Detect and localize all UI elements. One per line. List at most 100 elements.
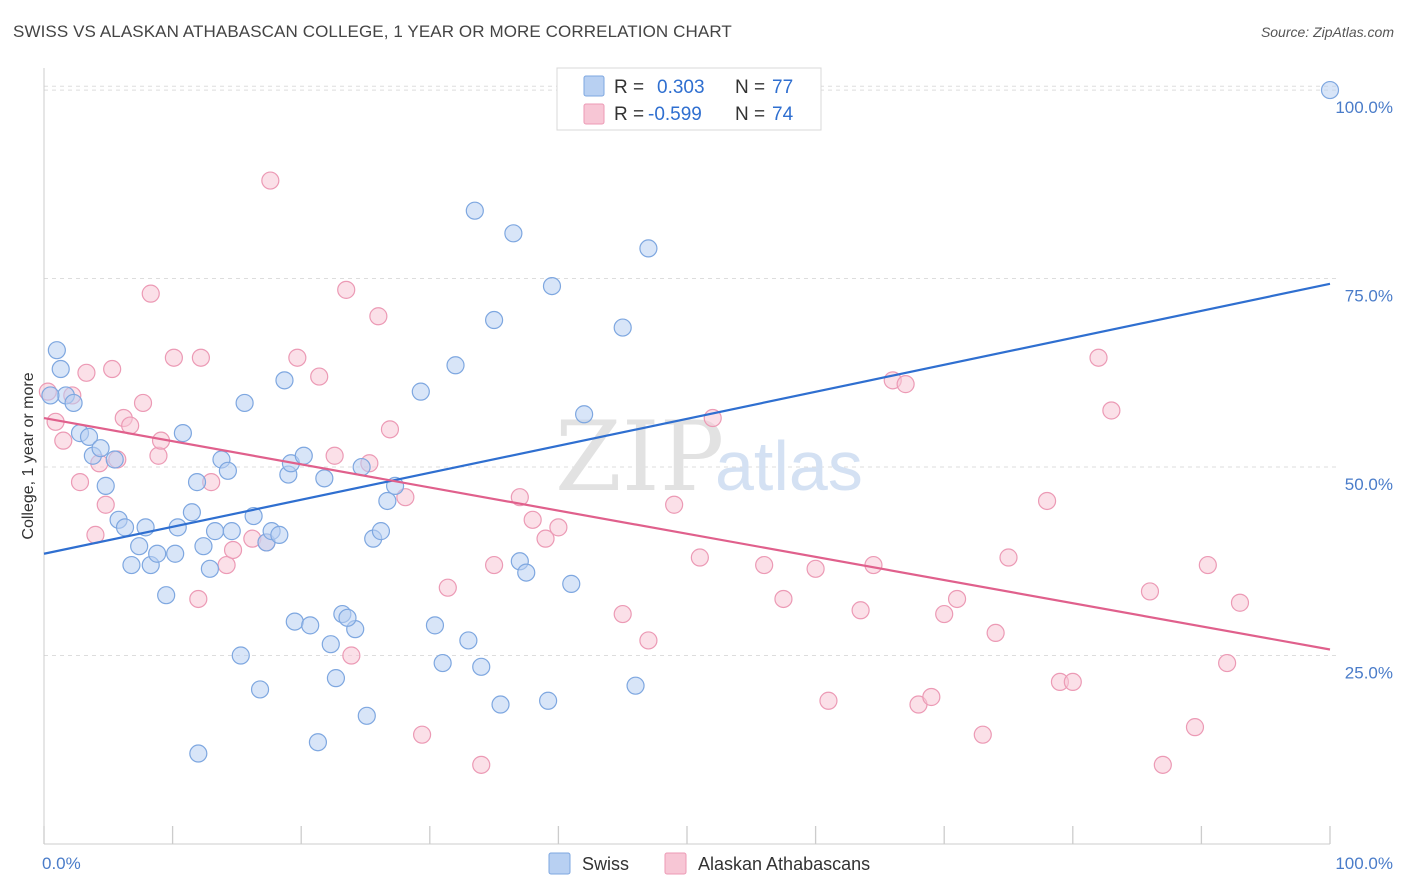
swiss-point — [411, 382, 430, 401]
trend-lines — [43, 282, 1331, 651]
swiss-point — [79, 427, 99, 446]
swiss-point — [166, 544, 185, 563]
swiss-point — [446, 356, 465, 375]
swiss-point — [105, 450, 124, 469]
alaskan-point — [96, 495, 115, 514]
legend-swatch-alaskan — [583, 103, 605, 125]
gridlines — [44, 85, 1340, 657]
legend-swatch-swiss — [583, 75, 605, 97]
swiss-point — [357, 706, 376, 725]
x-tick-label: 0.0% — [42, 854, 81, 873]
alaskan-point — [1185, 718, 1205, 737]
swiss-point — [639, 239, 658, 258]
swiss-point — [122, 555, 141, 575]
alaskan-point — [999, 548, 1018, 567]
swiss-point — [504, 224, 523, 243]
x-tick-labels: 0.0% 100.0% — [42, 854, 1393, 873]
swiss-point — [231, 646, 250, 665]
swiss-point — [91, 439, 110, 458]
alaskan-point — [380, 420, 400, 439]
y-tick-label: 50.0% — [1345, 475, 1393, 494]
x-tick-label: 100.0% — [1335, 854, 1393, 873]
swiss-point — [47, 341, 66, 360]
alaskan-point — [288, 348, 307, 367]
legend-r-value-swiss: 0.303 — [657, 77, 705, 98]
swiss-point — [308, 733, 328, 752]
alaskan-point — [1140, 582, 1160, 601]
alaskan-point — [896, 375, 915, 394]
y-tick-label: 75.0% — [1345, 287, 1393, 306]
swiss-point — [425, 616, 445, 635]
series-legend-swatch-alaskan — [664, 852, 687, 875]
alaskan-point — [412, 725, 432, 744]
swiss-point — [517, 563, 536, 582]
legend-r-label-swiss: R = — [614, 77, 644, 98]
swiss-point — [250, 680, 270, 699]
swiss-point — [64, 393, 83, 413]
chart-title: SWISS VS ALASKAN ATHABASCAN COLLEGE, 1 Y… — [13, 22, 732, 41]
alaskan-point — [77, 363, 96, 382]
alaskan-point — [1153, 755, 1172, 774]
alaskan-point — [690, 548, 709, 567]
swiss-point — [575, 405, 594, 424]
legend-r-value-alaskan: -0.599 — [648, 104, 702, 125]
watermark-atlas: atlas — [715, 427, 863, 505]
alaskan-point — [1063, 672, 1082, 692]
alaskan-point — [806, 559, 825, 578]
alaskan-point — [217, 555, 236, 575]
alaskan-point — [189, 589, 208, 609]
swiss-point — [222, 522, 241, 541]
axes — [43, 68, 1331, 845]
swiss-point — [205, 522, 225, 541]
alaskan-point — [1218, 653, 1237, 673]
alaskan-point — [396, 488, 415, 507]
swiss-point — [148, 544, 167, 563]
swiss-point — [182, 503, 201, 522]
alaskan-point — [1198, 555, 1217, 575]
swiss-point — [51, 359, 70, 379]
swiss-trend-line — [43, 282, 1331, 555]
legend-n-value-alaskan: 74 — [772, 104, 794, 125]
alaskan-point — [774, 589, 793, 609]
swiss-point — [285, 612, 304, 631]
swiss-point — [301, 616, 320, 635]
alaskan-point — [141, 284, 160, 303]
swiss-point — [194, 537, 213, 556]
swiss-point — [275, 371, 294, 390]
series-legend: Swiss Alaskan Athabascans — [548, 852, 870, 875]
swiss-point — [562, 574, 581, 593]
swiss-point — [315, 469, 334, 488]
alaskan-point — [325, 446, 344, 465]
swiss-point — [200, 559, 219, 578]
alaskan-point — [70, 473, 90, 492]
alaskan-point — [639, 631, 658, 650]
swiss-point — [96, 476, 115, 495]
y-axis-title: College, 1 year or more — [20, 372, 37, 539]
data-points — [38, 80, 1340, 774]
alaskan-point — [472, 755, 491, 774]
swiss-point — [187, 473, 207, 492]
alaskan-point — [1089, 348, 1108, 367]
swiss-point — [378, 491, 397, 511]
alaskan-point — [191, 348, 210, 367]
alaskan-point — [819, 691, 838, 710]
swiss-point — [371, 522, 391, 541]
swiss-point — [542, 276, 562, 296]
swiss-point — [352, 457, 371, 477]
swiss-point — [115, 518, 135, 537]
swiss-point — [294, 446, 313, 465]
series-legend-swatch-swiss — [548, 852, 571, 875]
alaskan-point — [164, 348, 183, 367]
alaskan-point — [103, 359, 122, 379]
alaskan-point — [310, 367, 329, 386]
alaskan-point — [536, 529, 555, 548]
alaskan-point — [922, 687, 941, 707]
swiss-point — [157, 586, 176, 605]
alaskan-point — [1102, 401, 1121, 420]
swiss-point — [321, 635, 340, 654]
swiss-point — [465, 201, 484, 220]
alaskan-point — [337, 280, 356, 299]
alaskan-point — [864, 555, 883, 575]
swiss-point — [130, 537, 149, 556]
